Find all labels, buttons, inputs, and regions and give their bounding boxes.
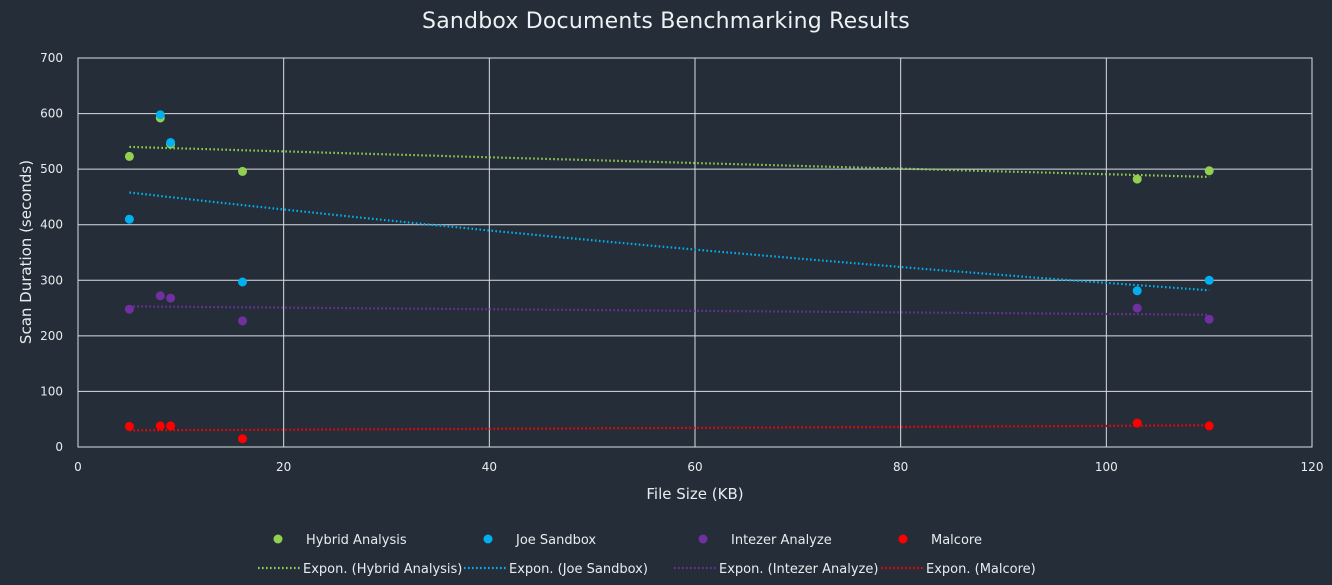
tick-labels: 0 20 40 60 80 100 120 0 100 200 300 400 500 600 700 [40,51,1323,474]
data-point [124,421,134,431]
legend-label: Expon. (Hybrid Analysis) [303,562,462,577]
data-point [1132,286,1142,296]
gridlines [78,58,1312,447]
data-point [124,214,134,224]
data-point [155,421,165,431]
data-point [166,138,176,147]
legend-label: Hybrid Analysis [306,533,407,548]
x-tick-label: 0 [74,460,82,474]
y-tick-label: 500 [40,162,63,176]
data-point [155,291,165,301]
data-points [124,110,1214,444]
legend-label: Expon. (Malcore) [926,562,1036,577]
y-tick-label: 0 [55,440,63,454]
x-tick-label: 20 [276,460,291,474]
y-tick-label: 300 [40,273,63,287]
trendline [129,191,1210,292]
legend-label: Expon. (Joe Sandbox) [509,562,648,577]
data-point [1204,314,1214,324]
trendlines [129,145,1210,432]
trendline [129,305,1210,316]
x-tick-label: 80 [893,460,908,474]
data-point [1204,275,1214,285]
data-point [238,277,247,287]
legend-label: Joe Sandbox [515,533,596,548]
data-point [124,151,134,161]
x-axis-title: File Size (KB) [646,485,743,503]
data-point [166,293,176,303]
y-tick-label: 100 [40,384,63,398]
y-tick-label: 600 [40,107,63,121]
legend-label: Intezer Analyze [731,533,832,548]
data-point [1132,303,1142,313]
legend-marker [273,534,283,544]
legend-marker [483,534,493,544]
data-point [1132,418,1142,428]
chart-title: Sandbox Documents Benchmarking Results [422,9,910,34]
y-tick-label: 200 [40,329,63,343]
x-tick-label: 40 [482,460,497,474]
trendline [129,424,1210,432]
x-tick-label: 120 [1301,460,1324,474]
data-point [238,316,247,326]
y-tick-label: 400 [40,218,63,232]
data-point [238,434,247,444]
y-tick-label: 700 [40,51,63,65]
data-point [166,421,176,431]
data-point [155,110,165,120]
legend-label: Malcore [931,533,982,548]
data-point [124,304,134,314]
y-axis-title: Scan Duration (seconds) [17,160,35,344]
legend: Hybrid Analysis Joe Sandbox Intezer Analyz… [258,533,1036,577]
data-point [1132,174,1142,184]
legend-marker [698,534,708,544]
data-point [1204,421,1214,431]
data-point [1204,166,1214,176]
legend-marker [898,534,908,544]
legend-label: Expon. (Intezer Analyze) [719,562,878,577]
x-tick-label: 100 [1095,460,1118,474]
data-point [238,166,247,176]
trendline [129,145,1210,178]
x-tick-label: 60 [687,460,702,474]
